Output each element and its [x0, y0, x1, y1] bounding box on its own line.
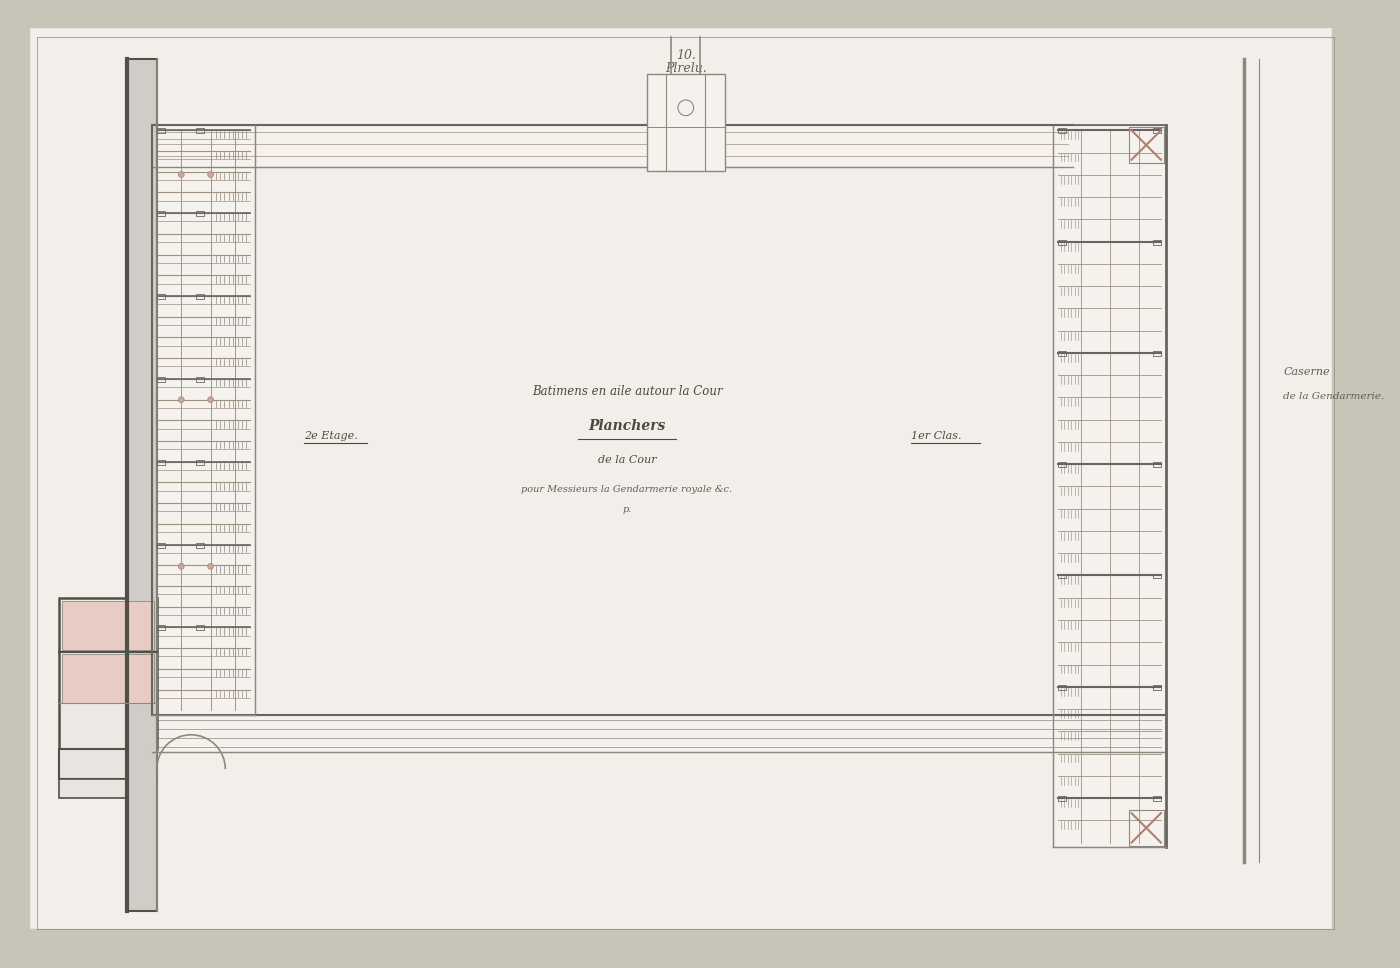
Text: 10.: 10. [676, 49, 696, 62]
Circle shape [207, 397, 214, 403]
Bar [196, 625, 204, 630]
Bar [1154, 129, 1161, 134]
Circle shape [207, 563, 214, 569]
Bar [1058, 796, 1065, 801]
Bar [1058, 240, 1065, 245]
Bar [196, 460, 204, 465]
Bar [1058, 684, 1065, 690]
Bar [62, 654, 154, 704]
Text: 1er Clas.: 1er Clas. [911, 431, 962, 441]
Circle shape [207, 171, 214, 177]
Bar [151, 126, 1072, 166]
Bar [1154, 684, 1161, 690]
Text: Planchers: Planchers [588, 419, 665, 434]
Bar [1154, 240, 1161, 245]
Bar [1128, 128, 1163, 163]
Bar [157, 543, 165, 548]
Bar [59, 779, 157, 799]
Text: Batimens en aile autour la Cour: Batimens en aile autour la Cour [532, 385, 722, 399]
Bar [151, 126, 255, 715]
Text: de la Gendarmerie.: de la Gendarmerie. [1284, 392, 1385, 402]
Bar [196, 294, 204, 299]
Bar [151, 715, 1166, 752]
Text: Plrelu.: Plrelu. [665, 62, 707, 75]
Bar [157, 211, 165, 216]
Bar [1154, 573, 1161, 579]
Bar [157, 377, 165, 381]
Bar [157, 294, 165, 299]
Bar [196, 543, 204, 548]
Bar [647, 74, 725, 171]
Circle shape [178, 171, 185, 177]
Bar [1058, 351, 1065, 356]
Bar [127, 59, 157, 911]
Bar [157, 460, 165, 465]
Text: p.: p. [623, 505, 631, 514]
Bar [157, 625, 165, 630]
Bar [59, 749, 157, 779]
Bar [1053, 126, 1166, 847]
Bar [1058, 463, 1065, 468]
Text: pour Messieurs la Gendarmerie royale &c.: pour Messieurs la Gendarmerie royale &c. [521, 485, 732, 495]
Bar [1058, 129, 1065, 134]
Circle shape [178, 397, 185, 403]
Bar [1154, 463, 1161, 468]
Bar [62, 600, 154, 650]
Text: de la Cour: de la Cour [598, 456, 657, 466]
Bar [1128, 810, 1163, 845]
Bar [1154, 351, 1161, 356]
Text: 2e Etage.: 2e Etage. [304, 431, 357, 441]
Bar [196, 129, 204, 134]
Bar [196, 211, 204, 216]
Bar [1154, 796, 1161, 801]
Circle shape [178, 563, 185, 569]
Bar [157, 129, 165, 134]
Text: Caserne: Caserne [1284, 367, 1330, 378]
Bar [59, 597, 157, 749]
Bar [1058, 573, 1065, 579]
Bar [196, 377, 204, 381]
